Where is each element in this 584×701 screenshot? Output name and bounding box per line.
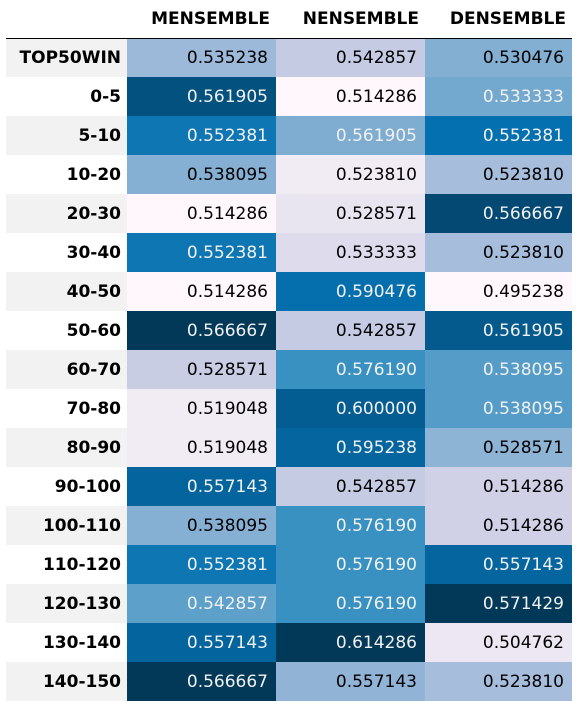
table-row: TOP50WIN 0.535238 0.542857 0.530476 [6, 38, 572, 77]
heatmap-cell: 0.533333 [276, 233, 425, 272]
heatmap-cell: 0.576190 [276, 545, 425, 584]
heatmap-cell: 0.542857 [276, 311, 425, 350]
row-label: 140-150 [6, 662, 127, 701]
heatmap-cell: 0.523810 [425, 662, 572, 701]
heatmap-cell: 0.528571 [425, 428, 572, 467]
heatmap-cell: 0.590476 [276, 272, 425, 311]
table-row: 110-120 0.552381 0.576190 0.557143 [6, 545, 572, 584]
heatmap-cell: 0.504762 [425, 623, 572, 662]
heatmap-cell: 0.561905 [276, 116, 425, 155]
heatmap-cell: 0.514286 [425, 506, 572, 545]
heatmap-cell: 0.528571 [276, 194, 425, 233]
heatmap-cell: 0.542857 [276, 38, 425, 77]
heatmap-cell: 0.542857 [276, 467, 425, 506]
heatmap-cell: 0.514286 [127, 272, 276, 311]
heatmap-cell: 0.535238 [127, 38, 276, 77]
row-label: 10-20 [6, 155, 127, 194]
corner-header [6, 0, 127, 39]
heatmap-cell: 0.566667 [127, 311, 276, 350]
heatmap-cell: 0.533333 [425, 77, 572, 116]
heatmap-cell: 0.514286 [127, 194, 276, 233]
table-row: 80-90 0.519048 0.595238 0.528571 [6, 428, 572, 467]
row-label: 130-140 [6, 623, 127, 662]
heatmap-cell: 0.561905 [127, 77, 276, 116]
column-header: DENSEMBLE [425, 0, 572, 39]
heatmap-cell: 0.595238 [276, 428, 425, 467]
heatmap-cell: 0.530476 [425, 38, 572, 77]
heatmap-cell: 0.495238 [425, 272, 572, 311]
row-label: 120-130 [6, 584, 127, 623]
column-header: NENSEMBLE [276, 0, 425, 39]
heatmap-cell: 0.557143 [127, 623, 276, 662]
column-header: MENSEMBLE [127, 0, 276, 39]
row-label: 70-80 [6, 389, 127, 428]
table-row: 10-20 0.538095 0.523810 0.523810 [6, 155, 572, 194]
table-row: 60-70 0.528571 0.576190 0.538095 [6, 350, 572, 389]
row-label: 20-30 [6, 194, 127, 233]
row-label: 50-60 [6, 311, 127, 350]
heatmap-cell: 0.552381 [425, 116, 572, 155]
row-label: TOP50WIN [6, 38, 127, 77]
table-row: 30-40 0.552381 0.533333 0.523810 [6, 233, 572, 272]
heatmap-cell: 0.538095 [425, 389, 572, 428]
heatmap-cell: 0.542857 [127, 584, 276, 623]
heatmap-cell: 0.514286 [276, 77, 425, 116]
heatmap-cell: 0.523810 [276, 155, 425, 194]
table-row: 20-30 0.514286 0.528571 0.566667 [6, 194, 572, 233]
heatmap-cell: 0.538095 [127, 506, 276, 545]
heatmap-cell: 0.566667 [127, 662, 276, 701]
heatmap-cell: 0.519048 [127, 428, 276, 467]
heatmap-cell: 0.576190 [276, 350, 425, 389]
table-row: 0-5 0.561905 0.514286 0.533333 [6, 77, 572, 116]
table-row: 5-10 0.552381 0.561905 0.552381 [6, 116, 572, 155]
table-row: 140-150 0.566667 0.557143 0.523810 [6, 662, 572, 701]
heatmap-cell: 0.566667 [425, 194, 572, 233]
row-label: 0-5 [6, 77, 127, 116]
heatmap-cell: 0.552381 [127, 233, 276, 272]
heatmap-cell: 0.576190 [276, 506, 425, 545]
header-row: MENSEMBLE NENSEMBLE DENSEMBLE [6, 0, 572, 39]
heatmap-cell: 0.557143 [425, 545, 572, 584]
heatmap-cell: 0.576190 [276, 584, 425, 623]
table-row: 130-140 0.557143 0.614286 0.504762 [6, 623, 572, 662]
heatmap-cell: 0.571429 [425, 584, 572, 623]
row-label: 30-40 [6, 233, 127, 272]
table-row: 100-110 0.538095 0.576190 0.514286 [6, 506, 572, 545]
heatmap-cell: 0.557143 [276, 662, 425, 701]
row-label: 100-110 [6, 506, 127, 545]
heatmap-cell: 0.523810 [425, 155, 572, 194]
row-label: 40-50 [6, 272, 127, 311]
row-label: 110-120 [6, 545, 127, 584]
heatmap-body: TOP50WIN 0.535238 0.542857 0.530476 0-5 0.561… [6, 38, 572, 701]
heatmap-cell: 0.514286 [425, 467, 572, 506]
table-row: 70-80 0.519048 0.600000 0.538095 [6, 389, 572, 428]
heatmap-cell: 0.600000 [276, 389, 425, 428]
heatmap-cell: 0.552381 [127, 545, 276, 584]
heatmap-cell: 0.538095 [127, 155, 276, 194]
heatmap-cell: 0.528571 [127, 350, 276, 389]
row-label: 90-100 [6, 467, 127, 506]
table-row: 120-130 0.542857 0.576190 0.571429 [6, 584, 572, 623]
table-row: 50-60 0.566667 0.542857 0.561905 [6, 311, 572, 350]
heatmap-cell: 0.538095 [425, 350, 572, 389]
row-label: 5-10 [6, 116, 127, 155]
row-label: 80-90 [6, 428, 127, 467]
row-label: 60-70 [6, 350, 127, 389]
heatmap-cell: 0.523810 [425, 233, 572, 272]
heatmap-cell: 0.557143 [127, 467, 276, 506]
heatmap-table: MENSEMBLE NENSEMBLE DENSEMBLE TOP50WIN 0.… [6, 0, 572, 701]
table-row: 40-50 0.514286 0.590476 0.495238 [6, 272, 572, 311]
heatmap-cell: 0.561905 [425, 311, 572, 350]
heatmap-cell: 0.614286 [276, 623, 425, 662]
table-row: 90-100 0.557143 0.542857 0.514286 [6, 467, 572, 506]
heatmap-cell: 0.519048 [127, 389, 276, 428]
heatmap-cell: 0.552381 [127, 116, 276, 155]
